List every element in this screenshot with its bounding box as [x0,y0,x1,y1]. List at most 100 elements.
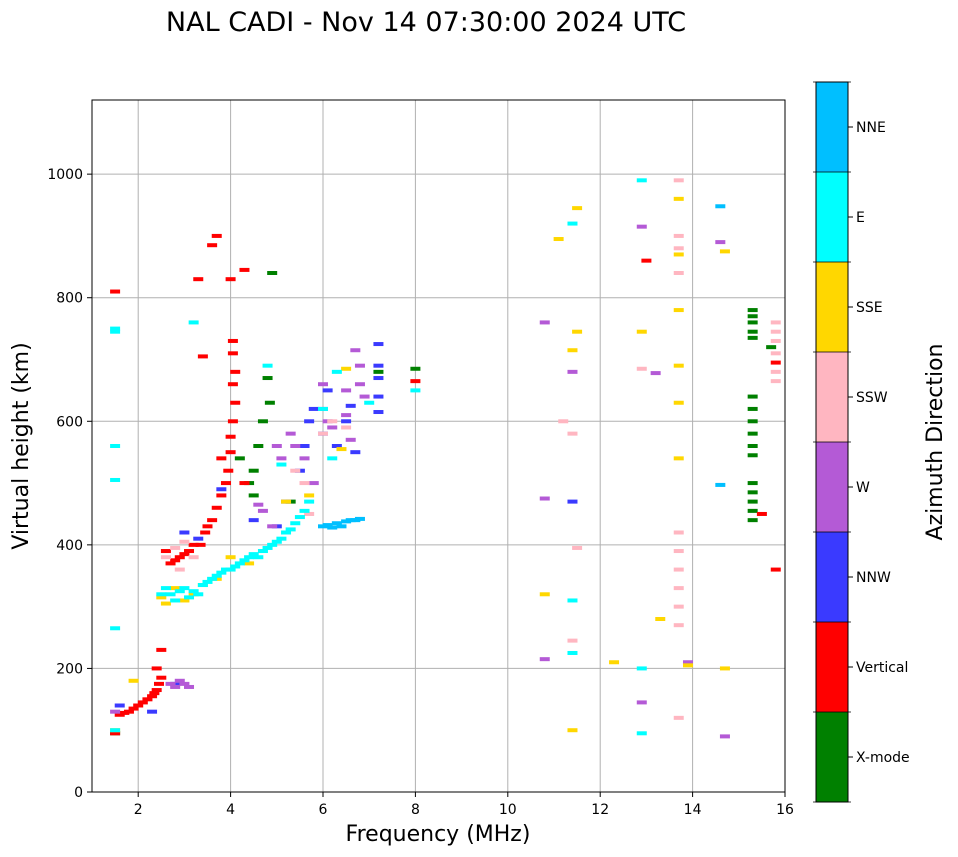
data-point [331,369,342,374]
data-point [354,516,365,521]
data-point [747,329,758,334]
data-point [747,431,758,436]
data-point [719,666,730,671]
colorbar-label: NNW [856,570,891,586]
data-point [160,586,171,591]
data-point [216,493,227,498]
data-point [110,626,121,631]
data-point [170,684,181,689]
data-point [341,413,352,418]
data-point [253,555,264,560]
colorbar-segment [816,622,848,712]
data-point [572,329,583,334]
data-point [636,731,647,736]
data-point [327,425,338,430]
data-point [211,505,222,510]
data-point [567,431,578,436]
data-point [179,586,190,591]
data-point [188,555,199,560]
data-point [281,530,292,535]
data-point [170,598,181,603]
data-point [230,564,241,569]
data-point [747,308,758,313]
data-point [373,363,384,368]
data-point [572,545,583,550]
data-point [262,545,273,550]
data-points [110,178,781,739]
data-point [747,314,758,319]
data-point [673,308,684,313]
data-point [299,481,310,486]
data-point [216,487,227,492]
data-point [747,481,758,486]
data-point [110,709,121,714]
data-point [373,369,384,374]
data-point [673,400,684,405]
data-point [673,530,684,535]
data-point [151,688,162,693]
data-point [230,369,241,374]
data-point [133,703,144,708]
data-point [147,694,158,699]
data-point [567,638,578,643]
data-point [609,660,620,665]
data-point [558,419,569,424]
grid-lines [92,100,786,793]
data-point [114,712,125,717]
data-point [257,508,268,513]
data-point [299,456,310,461]
data-point [294,515,305,520]
data-point [636,700,647,705]
data-point [179,539,190,544]
data-point [359,394,370,399]
data-point [257,419,268,424]
colorbar-segment [816,82,848,172]
data-point [128,678,139,683]
data-point [188,542,199,547]
data-point [267,524,278,529]
y-tick-label: 600 [56,414,83,430]
data-point [253,502,264,507]
data-point [227,382,238,387]
data-point [225,434,236,439]
data-point [239,558,250,563]
data-point [174,589,185,594]
data-point [673,715,684,720]
data-point [207,518,218,523]
data-point [227,419,238,424]
y-axis-title: Virtual height (km) [9,342,34,549]
data-point [170,558,181,563]
data-point [636,224,647,229]
data-point [281,499,292,504]
data-point [239,481,250,486]
data-point [290,521,301,526]
data-point [364,400,375,405]
data-point [174,678,185,683]
data-point [373,342,384,347]
data-point [197,583,208,588]
colorbar-label: NNE [856,120,886,136]
data-point [354,382,365,387]
data-point [770,320,781,325]
data-point [244,555,255,560]
data-point [539,496,550,501]
data-point [304,493,315,498]
data-point [276,456,287,461]
data-point [110,728,121,733]
data-point [202,579,213,584]
data-point [673,233,684,238]
data-point [160,549,171,554]
colorbar-frame [815,81,849,803]
data-point [322,523,333,528]
plot-background [92,100,785,792]
data-point [747,518,758,523]
colorbar-segment [816,442,848,532]
colorbar-label: SSE [856,300,883,316]
data-point [156,675,167,680]
data-point [673,363,684,368]
data-point [673,623,684,628]
data-point [567,728,578,733]
data-point [770,360,781,365]
data-point [345,437,356,442]
data-point [156,647,167,652]
